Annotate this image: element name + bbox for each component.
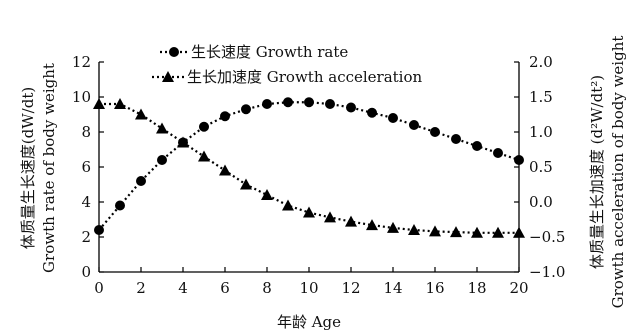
data-point-growth-acceleration <box>345 215 357 227</box>
data-point-growth-acceleration <box>387 221 399 233</box>
x-tick-label: 18 <box>467 279 486 297</box>
left-y-tick-label: 8 <box>81 123 91 141</box>
x-tick-label: 8 <box>262 279 272 297</box>
data-point-growth-acceleration <box>219 164 231 176</box>
x-tick-label: 6 <box>220 279 230 297</box>
left-y-tick-label: 0 <box>81 263 91 281</box>
data-point-growth-rate <box>283 97 293 108</box>
data-point-growth-acceleration <box>366 219 378 231</box>
legend-marker-growth-rate <box>169 47 179 57</box>
data-point-growth-rate <box>199 121 209 132</box>
plot-axes <box>98 62 520 273</box>
right-y-tick-label: −1.0 <box>529 263 565 281</box>
data-point-growth-rate <box>262 99 272 109</box>
x-tick-label: 4 <box>178 279 188 297</box>
data-point-growth-acceleration <box>303 206 315 218</box>
x-tick-label: 2 <box>136 279 146 297</box>
data-point-growth-rate <box>136 176 146 186</box>
data-point-growth-acceleration <box>261 189 273 200</box>
legend-label-growth-acceleration: 生长加速度 Growth acceleration <box>187 68 423 86</box>
data-point-growth-rate <box>325 99 335 109</box>
data-point-growth-rate <box>514 155 524 165</box>
data-point-growth-acceleration <box>282 199 294 211</box>
data-point-growth-acceleration <box>93 98 105 109</box>
data-point-growth-acceleration <box>324 211 336 223</box>
x-tick-label: 20 <box>509 279 528 297</box>
data-point-growth-acceleration <box>450 226 462 238</box>
series-layer <box>93 97 525 238</box>
data-point-growth-rate <box>472 141 482 151</box>
left-axis-title: 体质量生长速度(dW/dt) Growth rate of body weigh… <box>19 63 58 273</box>
left-axis-title-line-2: Growth rate of body weight <box>40 63 58 273</box>
left-y-tick-label: 2 <box>81 228 91 246</box>
data-point-growth-rate <box>220 111 230 122</box>
x-tick-label: 16 <box>425 279 444 297</box>
left-y-tick-label: 10 <box>72 88 91 106</box>
data-point-growth-acceleration <box>429 225 441 237</box>
data-point-growth-acceleration <box>114 98 126 109</box>
data-point-growth-acceleration <box>177 136 189 148</box>
right-y-tick-label: 0.0 <box>529 193 553 211</box>
data-point-growth-rate <box>94 225 104 235</box>
series-line-growth-acceleration <box>99 102 519 234</box>
legend: 生长速度 Growth rate 生长加速度 Growth accelerati… <box>152 43 423 86</box>
data-point-growth-acceleration <box>156 122 168 134</box>
x-axis-title: 年龄 Age <box>277 313 341 331</box>
right-y-tick-label: 2.0 <box>529 53 553 71</box>
left-y-tick-label: 12 <box>72 53 91 71</box>
data-point-growth-acceleration <box>198 150 210 162</box>
data-point-growth-acceleration <box>471 226 483 238</box>
left-axis-title-line-1: 体质量生长速度(dW/dt) <box>19 87 37 249</box>
data-point-growth-rate <box>157 155 167 165</box>
data-point-growth-rate <box>430 127 440 137</box>
data-point-growth-rate <box>409 120 419 130</box>
right-y-tick-label: −0.5 <box>529 228 565 246</box>
right-axis-title-line-1: 体质量生长加速度 (d²W/dt²) <box>588 75 606 269</box>
data-point-growth-rate <box>451 134 461 144</box>
legend-label-growth-rate: 生长速度 Growth rate <box>191 43 348 61</box>
data-point-growth-acceleration <box>492 226 504 238</box>
left-y-tick-label: 6 <box>81 158 91 176</box>
data-point-growth-rate <box>367 107 377 118</box>
x-tick-label: 0 <box>94 279 104 297</box>
data-point-growth-rate <box>241 104 251 115</box>
right-y-tick-label: 1.0 <box>529 123 553 141</box>
axis-ticks: 0 2 4 6 8 10 12 14 16 18 20 0 2 4 6 8 10 12 −1.0 −0.5 0.0 0.5… <box>72 53 566 297</box>
data-point-growth-rate <box>388 113 398 123</box>
right-y-tick-label: 0.5 <box>529 158 553 176</box>
data-point-growth-acceleration <box>513 226 525 238</box>
data-point-growth-acceleration <box>240 178 252 190</box>
left-y-tick-label: 4 <box>81 193 91 211</box>
data-point-growth-acceleration <box>135 108 147 120</box>
x-tick-label: 14 <box>383 279 402 297</box>
data-point-growth-rate <box>346 102 356 113</box>
series-line-growth-rate <box>98 101 520 231</box>
data-point-growth-rate <box>304 97 314 108</box>
legend-marker-growth-acceleration <box>162 71 174 82</box>
right-axis-title: 体质量生长加速度 (d²W/dt²) Growth acceleration o… <box>588 36 627 309</box>
right-axis-title-line-2: Growth acceleration of body weight <box>609 36 627 309</box>
right-y-tick-label: 1.5 <box>529 88 553 106</box>
x-tick-label: 10 <box>299 279 318 297</box>
x-tick-label: 12 <box>341 279 360 297</box>
data-point-growth-rate <box>115 200 125 211</box>
data-point-growth-rate <box>493 148 503 158</box>
data-point-growth-acceleration <box>408 224 420 235</box>
